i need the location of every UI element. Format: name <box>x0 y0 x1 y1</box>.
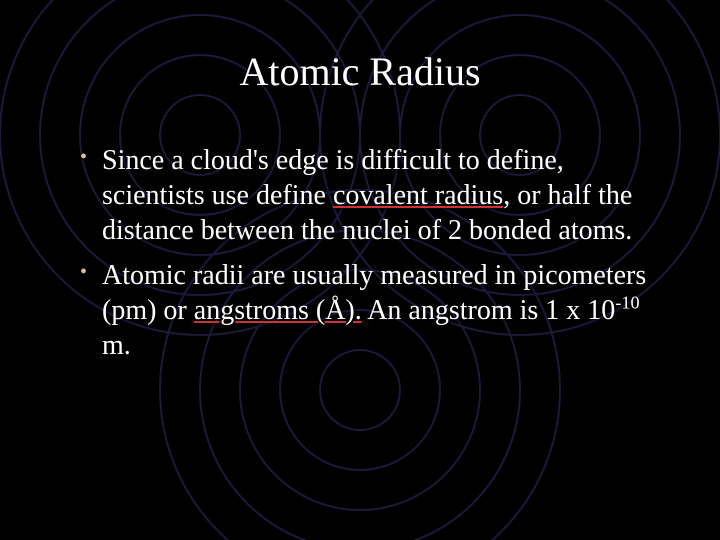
bullet2-text-b: An angstrom is 1 x 10 <box>362 295 616 326</box>
bullet2-term-angstroms: angstroms (Å). <box>194 295 362 326</box>
slide-title: Atomic Radius <box>60 48 660 95</box>
bullet-item-2: Atomic radii are usually measured in pic… <box>80 258 660 363</box>
bullet1-term-covalent-radius: covalent radius <box>333 180 503 211</box>
bullet-item-1: Since a cloud's edge is difficult to def… <box>80 143 660 248</box>
bullet2-text-c: m. <box>102 330 131 361</box>
bullet-list: Since a cloud's edge is difficult to def… <box>60 143 660 363</box>
slide-content: Atomic Radius Since a cloud's edge is di… <box>0 0 720 363</box>
bullet2-superscript: -10 <box>615 293 639 313</box>
